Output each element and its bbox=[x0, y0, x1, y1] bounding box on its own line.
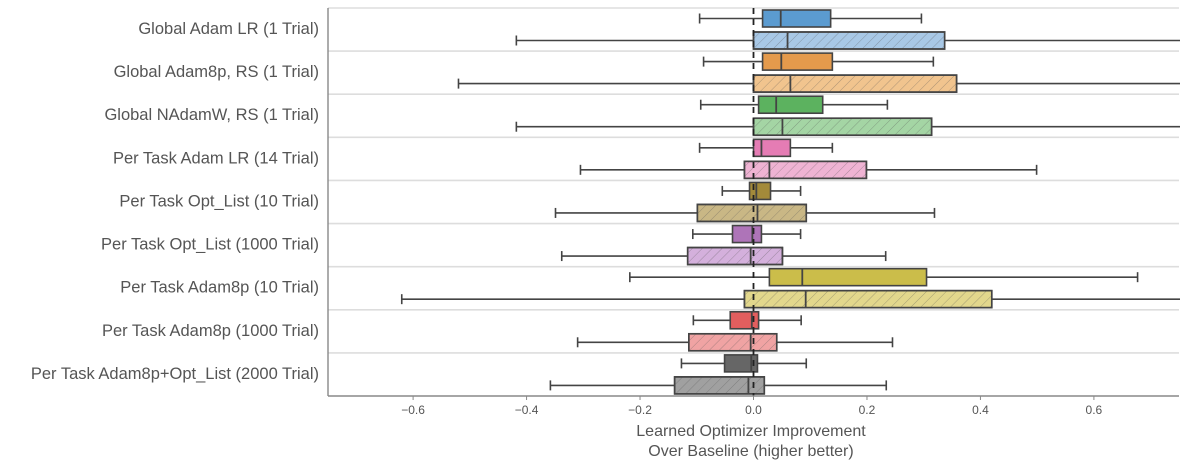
category-label: Global Adam8p, RS (1 Trial) bbox=[114, 63, 319, 81]
category-group bbox=[554, 181, 936, 223]
hatched-box bbox=[549, 376, 888, 395]
x-axis-label-line-1: Learned Optimizer Improvement bbox=[636, 423, 866, 440]
solid-box bbox=[698, 9, 923, 28]
category-label: Global Adam LR (1 Trial) bbox=[138, 20, 319, 38]
hatched-box bbox=[515, 117, 1180, 137]
hatched-box bbox=[576, 332, 894, 352]
hatch-overlay bbox=[753, 32, 945, 49]
hatch-overlay bbox=[753, 75, 957, 93]
iqr-box bbox=[731, 224, 763, 244]
solid-box bbox=[691, 224, 802, 244]
hatched-box bbox=[457, 74, 1180, 93]
hatch-overlay bbox=[688, 333, 777, 351]
iqr-box bbox=[768, 267, 928, 287]
iqr-box-outline bbox=[686, 246, 784, 266]
solid-box bbox=[692, 310, 802, 330]
category-label: Per Task Opt_List (10 Trial) bbox=[119, 192, 319, 210]
x-tick-label: 0.6 bbox=[1086, 403, 1103, 417]
x-tick-label: −0.6 bbox=[401, 403, 425, 417]
x-axis-label-line-2: Over Baseline (higher better) bbox=[648, 443, 853, 460]
iqr-box-outline bbox=[752, 31, 946, 50]
category-group bbox=[560, 224, 887, 266]
solid-box bbox=[702, 52, 935, 71]
iqr-box bbox=[752, 138, 792, 158]
iqr-box bbox=[757, 95, 824, 115]
category-group bbox=[579, 138, 1038, 180]
hatch-overlay bbox=[744, 290, 992, 308]
hatch-overlay bbox=[744, 161, 867, 179]
iqr-box-outline bbox=[752, 117, 933, 137]
x-tick-label: 0.4 bbox=[972, 403, 989, 417]
hatch-overlay bbox=[697, 204, 807, 222]
hatched-box bbox=[579, 160, 1038, 180]
hatch-overlay bbox=[753, 118, 932, 136]
hatched-box bbox=[554, 203, 936, 223]
iqr-box-outline bbox=[752, 74, 958, 93]
category-group bbox=[457, 52, 1180, 93]
category-group bbox=[549, 354, 888, 395]
category-group bbox=[576, 310, 894, 352]
iqr-box-outline bbox=[743, 160, 868, 180]
solid-box bbox=[680, 354, 808, 373]
solid-box bbox=[629, 267, 1139, 287]
category-group bbox=[400, 267, 1180, 309]
solid-box bbox=[699, 95, 889, 115]
hatched-box bbox=[560, 246, 887, 266]
category-label: Per Task Adam8p (1000 Trial) bbox=[102, 322, 319, 340]
iqr-box-outline bbox=[743, 289, 993, 309]
category-label: Per Task Opt_List (1000 Trial) bbox=[101, 236, 319, 254]
iqr-box bbox=[761, 9, 832, 28]
category-group bbox=[515, 9, 1180, 50]
iqr-box-outline bbox=[696, 203, 808, 223]
solid-box bbox=[721, 181, 802, 201]
box-layer bbox=[400, 9, 1180, 395]
x-tick-label: 0.0 bbox=[745, 403, 762, 417]
hatched-box bbox=[400, 289, 1180, 309]
category-label: Per Task Adam8p (10 Trial) bbox=[120, 279, 319, 297]
x-tick-label: −0.2 bbox=[628, 403, 652, 417]
iqr-box-outline bbox=[688, 332, 778, 352]
x-ticks: −0.6 −0.4 −0.2 0.0 0.2 0.4 0.6 bbox=[401, 396, 1103, 417]
iqr-box bbox=[761, 52, 834, 71]
hatched-box bbox=[515, 31, 1180, 50]
hatch-overlay bbox=[687, 247, 783, 265]
x-tick-label: 0.2 bbox=[859, 403, 876, 417]
category-group bbox=[515, 95, 1180, 137]
category-label: Global NAdamW, RS (1 Trial) bbox=[104, 106, 319, 124]
iqr-box-outline bbox=[673, 376, 766, 395]
iqr-box bbox=[748, 181, 772, 201]
category-labels: Global Adam LR (1 Trial) Global Adam8p, R… bbox=[31, 20, 319, 383]
solid-box bbox=[698, 138, 834, 158]
x-tick-label: −0.4 bbox=[515, 403, 539, 417]
category-label: Per Task Adam LR (14 Trial) bbox=[113, 149, 319, 167]
hatch-overlay bbox=[674, 376, 765, 394]
iqr-box bbox=[723, 354, 759, 373]
category-label: Per Task Adam8p+Opt_List (2000 Trial) bbox=[31, 365, 319, 383]
